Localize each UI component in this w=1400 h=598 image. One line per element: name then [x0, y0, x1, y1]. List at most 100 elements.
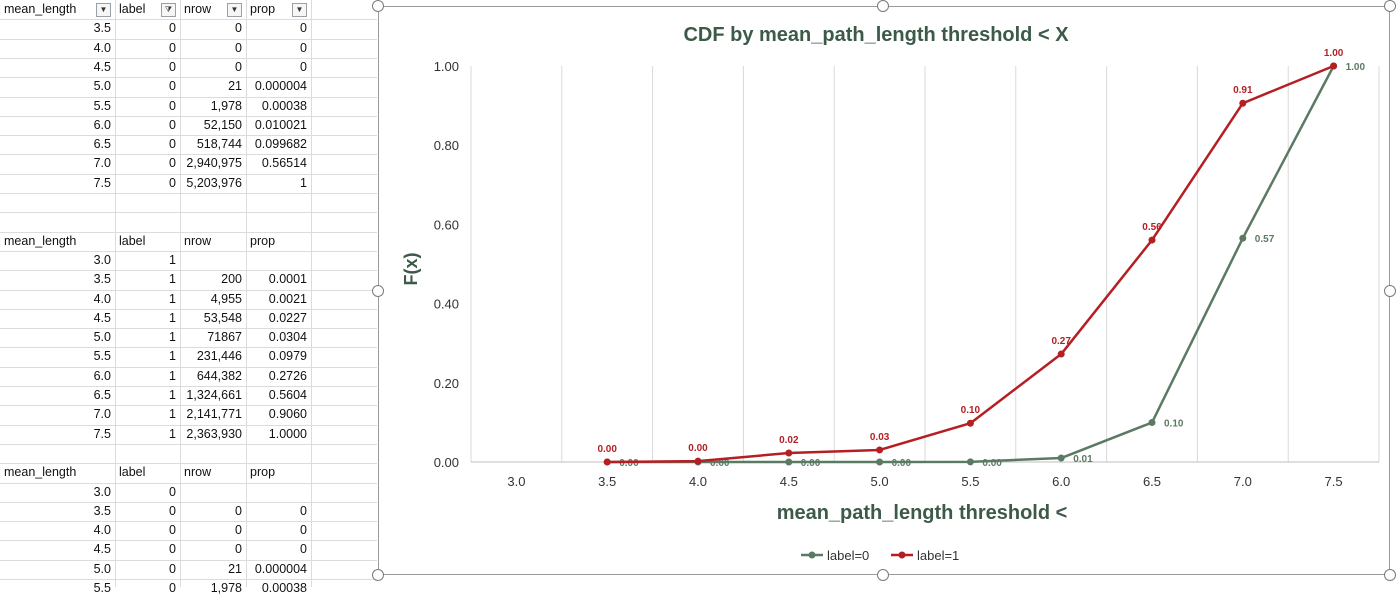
- data-cell[interactable]: 21: [228, 562, 242, 576]
- header-cell-prop[interactable]: prop: [250, 234, 276, 248]
- data-cell[interactable]: 5.0: [93, 79, 111, 93]
- data-cell[interactable]: 0.000004: [254, 562, 307, 576]
- data-cell[interactable]: 0: [169, 562, 176, 576]
- data-cell[interactable]: 0: [169, 523, 176, 537]
- data-cell[interactable]: 0: [169, 41, 176, 55]
- header-cell-prop[interactable]: prop: [250, 465, 276, 479]
- data-cell[interactable]: 21: [228, 79, 242, 93]
- data-cell[interactable]: 0.2726: [268, 369, 307, 383]
- data-cell[interactable]: 1,324,661: [186, 388, 242, 402]
- data-cell[interactable]: 0: [169, 504, 176, 518]
- data-cell[interactable]: 231,446: [196, 349, 242, 363]
- data-cell[interactable]: 0.5604: [268, 388, 307, 402]
- data-cell[interactable]: 1: [169, 292, 176, 306]
- data-cell[interactable]: 4.0: [93, 41, 111, 55]
- data-cell[interactable]: 0: [300, 523, 307, 537]
- data-cell[interactable]: 0: [300, 504, 307, 518]
- data-cell[interactable]: 0: [169, 176, 176, 190]
- data-cell[interactable]: [250, 483, 307, 502]
- data-cell[interactable]: 0: [235, 523, 242, 537]
- data-cell[interactable]: 4.5: [93, 542, 111, 556]
- filter-active-icon[interactable]: ⧩: [161, 3, 176, 17]
- data-cell[interactable]: 1: [169, 388, 176, 402]
- header-cell-label[interactable]: label: [119, 465, 146, 479]
- data-cell[interactable]: 0: [169, 79, 176, 93]
- data-cell[interactable]: 5.0: [93, 330, 111, 344]
- header-cell-prop[interactable]: prop: [250, 2, 276, 16]
- data-cell[interactable]: 6.0: [93, 369, 111, 383]
- data-cell[interactable]: 3.0: [93, 253, 111, 267]
- header-cell-label[interactable]: label: [119, 2, 146, 16]
- data-cell[interactable]: 1: [169, 272, 176, 286]
- data-cell[interactable]: 0: [300, 60, 307, 74]
- data-cell[interactable]: 4,955: [210, 292, 242, 306]
- data-cell[interactable]: 0: [300, 542, 307, 556]
- data-cell[interactable]: 0: [235, 542, 242, 556]
- data-cell[interactable]: 1: [169, 349, 176, 363]
- data-cell[interactable]: 0: [235, 21, 242, 35]
- data-cell[interactable]: 1: [300, 176, 307, 190]
- filter-dropdown-icon[interactable]: ▼: [96, 3, 111, 17]
- data-cell[interactable]: 0: [235, 41, 242, 55]
- data-cell[interactable]: 5.5: [93, 99, 111, 113]
- data-cell[interactable]: 3.5: [93, 272, 111, 286]
- data-cell[interactable]: 1,978: [210, 99, 242, 113]
- data-cell[interactable]: 0: [169, 118, 176, 132]
- header-cell-nrow[interactable]: nrow: [184, 2, 212, 16]
- data-cell[interactable]: 1: [169, 369, 176, 383]
- data-cell[interactable]: 4.0: [93, 523, 111, 537]
- data-cell[interactable]: 7.5: [93, 427, 111, 441]
- data-cell[interactable]: 53,548: [203, 311, 242, 325]
- data-cell[interactable]: 7.0: [93, 407, 111, 421]
- data-cell[interactable]: 0: [169, 156, 176, 170]
- data-cell[interactable]: 1,978: [210, 581, 242, 595]
- data-cell[interactable]: [184, 251, 242, 270]
- resize-handle-middle-left[interactable]: [372, 285, 384, 297]
- data-cell[interactable]: 2,940,975: [186, 156, 242, 170]
- resize-handle-bottom-right[interactable]: [1384, 569, 1396, 581]
- data-cell[interactable]: 0: [235, 60, 242, 74]
- data-cell[interactable]: 0: [300, 41, 307, 55]
- data-cell[interactable]: 52,150: [203, 118, 242, 132]
- data-cell[interactable]: 644,382: [196, 369, 242, 383]
- resize-handle-top-center[interactable]: [877, 0, 889, 12]
- data-cell[interactable]: 4.5: [93, 311, 111, 325]
- data-cell[interactable]: 0: [169, 581, 176, 595]
- data-cell[interactable]: 0.56514: [261, 156, 307, 170]
- data-cell[interactable]: 7.0: [93, 156, 111, 170]
- data-cell[interactable]: 5.5: [93, 581, 111, 595]
- data-cell[interactable]: 518,744: [196, 137, 242, 151]
- data-cell[interactable]: [184, 483, 242, 502]
- data-cell[interactable]: 71867: [207, 330, 242, 344]
- data-cell[interactable]: 200: [221, 272, 242, 286]
- data-cell[interactable]: 7.5: [93, 176, 111, 190]
- header-cell-mean-length[interactable]: mean_length: [4, 2, 77, 16]
- data-cell[interactable]: 6.0: [93, 118, 111, 132]
- data-cell[interactable]: 0: [169, 137, 176, 151]
- data-cell[interactable]: 0: [169, 60, 176, 74]
- header-cell-mean-length[interactable]: mean_length: [4, 465, 77, 479]
- data-cell[interactable]: 1.0000: [268, 427, 307, 441]
- data-cell[interactable]: 0.9060: [268, 407, 307, 421]
- data-cell[interactable]: 0.000004: [254, 79, 307, 93]
- data-cell[interactable]: 1: [169, 311, 176, 325]
- data-cell[interactable]: 0.0021: [268, 292, 307, 306]
- filter-dropdown-icon[interactable]: ▼: [292, 3, 307, 17]
- data-cell[interactable]: [250, 251, 307, 270]
- data-cell[interactable]: 0.0227: [268, 311, 307, 325]
- data-cell[interactable]: 0.0979: [268, 349, 307, 363]
- data-cell[interactable]: 3.5: [93, 21, 111, 35]
- data-cell[interactable]: 5.5: [93, 349, 111, 363]
- chart-area[interactable]: CDF by mean_path_length threshold < X 0.…: [378, 6, 1390, 575]
- resize-handle-top-left[interactable]: [372, 0, 384, 12]
- header-cell-mean-length[interactable]: mean_length: [4, 234, 77, 248]
- data-cell[interactable]: 2,141,771: [186, 407, 242, 421]
- header-cell-nrow[interactable]: nrow: [184, 234, 212, 248]
- data-cell[interactable]: 0: [169, 542, 176, 556]
- data-cell[interactable]: 3.0: [93, 485, 111, 499]
- resize-handle-middle-right[interactable]: [1384, 285, 1396, 297]
- data-cell[interactable]: 0: [235, 504, 242, 518]
- data-cell[interactable]: 0: [169, 99, 176, 113]
- data-cell[interactable]: 5,203,976: [186, 176, 242, 190]
- data-cell[interactable]: 6.5: [93, 137, 111, 151]
